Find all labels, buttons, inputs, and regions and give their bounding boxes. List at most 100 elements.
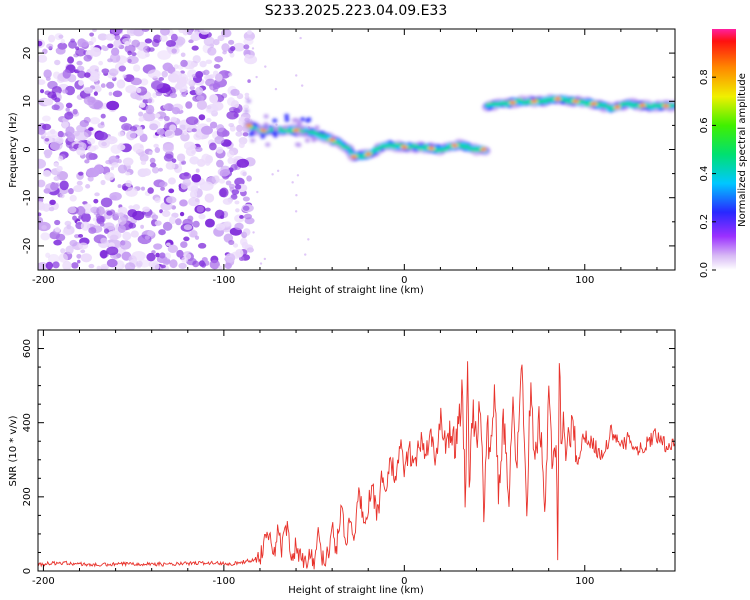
ridge-peak — [640, 104, 645, 107]
noise-blob — [125, 180, 132, 188]
noise-blob — [153, 34, 162, 44]
noise-blob — [205, 104, 219, 114]
noise-blob — [60, 248, 66, 254]
noise-blob — [54, 59, 61, 66]
noise-blob — [117, 164, 128, 174]
noise-blob — [243, 213, 252, 220]
noise-blob — [83, 208, 92, 215]
ridge-scatter — [314, 125, 320, 130]
ridge-peak — [351, 155, 356, 158]
noise-speck — [295, 74, 298, 77]
x-tick-label: 100 — [575, 576, 594, 587]
noise-blob — [130, 230, 139, 238]
ridge-cell — [539, 100, 544, 104]
ridge-cell — [466, 145, 470, 149]
noise-blob — [185, 146, 197, 157]
noise-blob — [109, 192, 122, 201]
noise-blob — [49, 199, 56, 206]
noise-speck — [259, 262, 263, 265]
colorbar-tick-label: 0.2 — [699, 214, 710, 230]
noise-blob — [121, 264, 126, 268]
noise-blob — [101, 68, 110, 74]
noise-speck — [304, 253, 307, 256]
noise-blob — [195, 168, 200, 173]
noise-blob — [214, 175, 220, 181]
noise-blob — [54, 219, 61, 226]
noise-blob — [204, 193, 215, 203]
ridge-peak — [452, 144, 458, 147]
noise-blob — [110, 166, 115, 171]
noise-blob — [206, 117, 212, 123]
noise-blob — [62, 260, 72, 270]
noise-blob — [216, 124, 225, 133]
noise-blob — [45, 252, 51, 258]
noise-speck — [252, 231, 255, 234]
snr-series-line — [38, 361, 675, 570]
ridge-scatter — [296, 123, 302, 128]
noise-blob — [161, 210, 171, 217]
ridge-scatter — [257, 125, 263, 130]
noise-blob — [114, 34, 121, 41]
noise-blob — [165, 40, 177, 47]
noise-blob — [199, 60, 207, 68]
noise-blob — [192, 220, 200, 228]
noise-blob — [148, 47, 155, 52]
noise-speck — [276, 169, 280, 173]
noise-blob — [94, 192, 100, 197]
noise-blob — [100, 263, 110, 270]
ridge-scatter — [283, 125, 289, 130]
noise-blob — [180, 132, 190, 142]
noise-blob — [222, 198, 233, 205]
noise-blob — [97, 33, 108, 41]
ridge-cell — [611, 107, 615, 111]
noise-blob — [38, 158, 47, 169]
noise-blob — [66, 224, 72, 230]
noise-blob — [96, 206, 105, 216]
noise-blob — [110, 29, 123, 35]
ridge-cell — [472, 149, 476, 152]
noise-blob — [136, 126, 143, 131]
noise-blob — [65, 102, 73, 109]
noise-blob — [129, 29, 136, 34]
noise-blob — [65, 245, 74, 255]
noise-blob — [189, 156, 200, 165]
noise-blob — [183, 224, 193, 231]
noise-blob — [196, 100, 208, 110]
noise-blob — [84, 159, 90, 164]
noise-blob — [69, 194, 77, 202]
y-tick-label: 0 — [22, 568, 33, 574]
noise-blob — [145, 104, 155, 115]
noise-blob — [47, 91, 57, 99]
ridge-scatter — [260, 134, 266, 139]
noise-blob — [125, 187, 138, 197]
noise-blob — [38, 40, 43, 47]
noise-blob — [89, 117, 101, 125]
noise-blob — [241, 241, 249, 250]
noise-blob — [95, 213, 101, 219]
y-tick-label: 20 — [22, 47, 33, 60]
noise-blob — [80, 253, 92, 263]
noise-blob — [198, 114, 206, 121]
noise-blob — [183, 130, 188, 135]
noise-blob — [133, 64, 141, 72]
noise-blob — [43, 69, 52, 79]
noise-blob — [153, 243, 163, 250]
noise-blob — [170, 33, 178, 42]
noise-blob — [142, 98, 149, 104]
noise-blob — [235, 248, 244, 258]
noise-blob — [67, 56, 75, 64]
noise-blob — [138, 111, 144, 117]
noise-blob — [83, 203, 92, 210]
noise-blob — [243, 44, 250, 50]
noise-blob — [78, 233, 84, 238]
noise-blob — [209, 259, 220, 270]
noise-blob — [236, 158, 250, 168]
noise-blob — [157, 50, 171, 60]
noise-blob — [75, 48, 86, 57]
noise-blob — [214, 135, 225, 145]
noise-blob — [192, 55, 201, 64]
noise-blob — [140, 224, 145, 229]
y-axis-ticks: -20 -10 0 10 20 — [22, 28, 675, 271]
noise-blob — [73, 185, 84, 193]
